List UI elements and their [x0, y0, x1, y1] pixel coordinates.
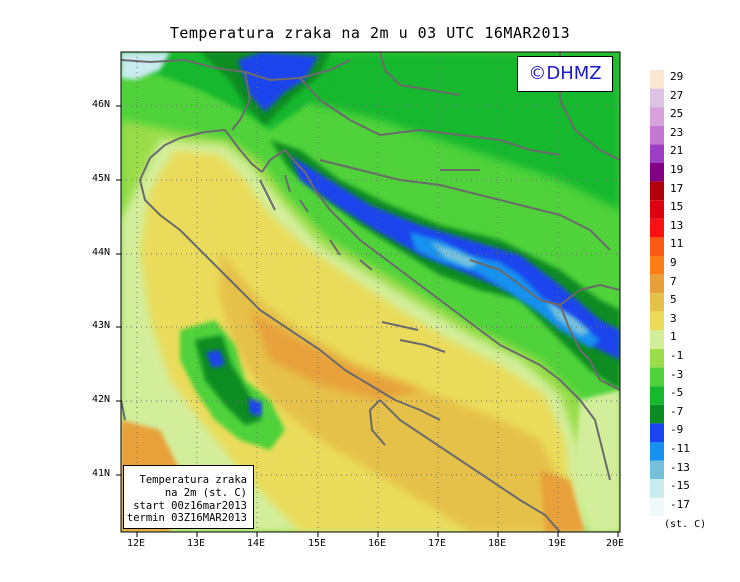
lat-label: 46N [92, 99, 111, 110]
legend-label: 5 [670, 293, 677, 307]
legend-swatch [650, 274, 664, 294]
legend-label: 1 [670, 330, 677, 344]
legend-swatch [650, 125, 664, 145]
graticule [121, 52, 620, 532]
lat-label: 42N [92, 394, 111, 405]
legend-label: -1 [670, 349, 684, 362]
legend-label: -7 [670, 404, 684, 418]
legend-label: 25 [670, 107, 684, 121]
legend-swatch [650, 237, 664, 256]
legend-swatch [650, 107, 664, 126]
legend-swatch [650, 200, 664, 219]
legend-colorbar [650, 70, 664, 517]
info-line-1: Temperatura zraka [139, 474, 247, 486]
info-line-4: termin 03Z16MAR2013 [126, 512, 247, 525]
legend-label: -17 [670, 497, 690, 511]
map-title: Temperatura zraka na 2m u 03 UTC 16MAR20… [169, 24, 571, 42]
legend-label: 9 [670, 256, 677, 269]
legend-label: 7 [670, 274, 677, 288]
legend-swatch [650, 256, 664, 275]
legend-label: 15 [670, 200, 684, 214]
legend-swatch [650, 497, 664, 517]
legend-swatch [650, 181, 664, 201]
lat-label: 45N [92, 173, 111, 184]
legend-swatch [650, 442, 664, 461]
legend-swatch [650, 70, 664, 89]
info-line-3: start 00z16mar2013 [133, 499, 247, 512]
legend-label: 13 [670, 218, 684, 232]
legend-label: 21 [670, 144, 684, 158]
lon-label: 15E [308, 538, 327, 549]
lat-label: 43N [92, 320, 111, 331]
lat-label: 41N [92, 468, 111, 479]
legend-label: 23 [670, 125, 684, 139]
legend-swatch [650, 460, 664, 480]
legend-label: -15 [670, 479, 690, 493]
lon-label: 19E [548, 538, 567, 549]
legend-swatch [650, 404, 664, 424]
legend-label: 3 [670, 311, 677, 325]
legend-label: -11 [670, 442, 690, 455]
copyright-badge: ©DHMZ [517, 56, 613, 92]
lat-label: 44N [92, 247, 111, 258]
map-frame [120, 51, 621, 533]
lon-label: 20E [606, 538, 625, 549]
legend-swatch [650, 144, 664, 163]
legend-label: 19 [670, 163, 684, 176]
legend-swatch [650, 479, 664, 498]
legend-swatch [650, 423, 664, 442]
legend-swatch [650, 330, 664, 349]
legend-label: -5 [670, 386, 684, 400]
legend-swatch [650, 293, 664, 312]
legend-label: -3 [670, 367, 684, 381]
legend-unit: (st. C) [664, 519, 707, 530]
legend-label: 11 [670, 237, 684, 251]
lon-label: 17E [428, 538, 447, 549]
temperature-field [121, 52, 620, 532]
info-line-2: na 2m (st. C) [164, 486, 247, 499]
lon-label: 18E [488, 538, 507, 549]
legend-label: 27 [670, 88, 684, 102]
legend-swatch [650, 311, 664, 331]
lon-label: 16E [368, 538, 387, 549]
legend-swatch [650, 386, 664, 405]
lon-label: 13E [187, 538, 206, 549]
info-box: Temperatura zraka na 2m (st. C) start 00… [123, 465, 254, 529]
legend-swatch [650, 349, 664, 368]
legend-swatch [650, 88, 664, 108]
legend-swatch [650, 218, 664, 238]
legend-label: 17 [670, 181, 684, 195]
legend-label: 29 [670, 70, 684, 83]
legend-label: -13 [670, 460, 690, 474]
legend-swatch [650, 163, 664, 182]
legend-swatch [650, 367, 664, 387]
legend-label: -9 [670, 423, 684, 437]
lon-label: 12E [127, 538, 146, 549]
lon-label: 14E [247, 538, 266, 549]
